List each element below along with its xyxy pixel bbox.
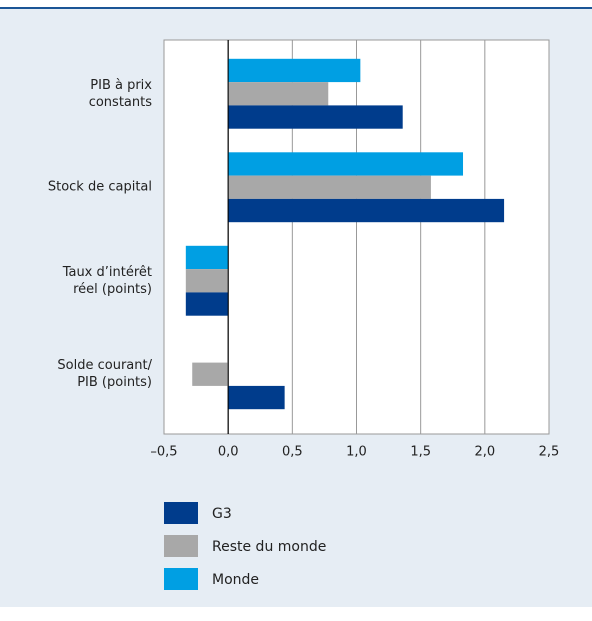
x-tick-label: 1,5 [410, 445, 431, 460]
bar [228, 105, 403, 129]
y-tick-label: Taux d’intérêt réel (points) [62, 264, 152, 297]
legend-label: Reste du monde [212, 539, 326, 555]
x-tick-label: 1,0 [346, 445, 367, 460]
bar [185, 269, 229, 293]
x-tick-label: 2,0 [474, 445, 495, 460]
x-tick-label: 0,0 [218, 445, 239, 460]
legend-swatch [164, 568, 198, 590]
x-tick-label: 2,5 [539, 445, 560, 460]
bar [185, 245, 229, 270]
y-tick-label: Solde courant/ PIB (points) [57, 358, 152, 391]
x-tick-label: –0,5 [150, 445, 177, 460]
bar [228, 58, 361, 83]
bar [228, 152, 464, 176]
bar [185, 292, 229, 316]
y-tick-label: Stock de capital [47, 179, 152, 195]
bar [192, 362, 229, 386]
legend-label: Monde [212, 572, 259, 588]
bar [228, 198, 505, 223]
bar [228, 82, 329, 106]
x-tick-label: 0,5 [282, 445, 303, 460]
legend-swatch [164, 502, 198, 524]
bar [228, 175, 431, 199]
legend-label: G3 [212, 506, 232, 522]
legend-swatch [164, 535, 198, 557]
y-tick-label: PIB à prix constants [88, 77, 152, 110]
bar [228, 385, 285, 410]
